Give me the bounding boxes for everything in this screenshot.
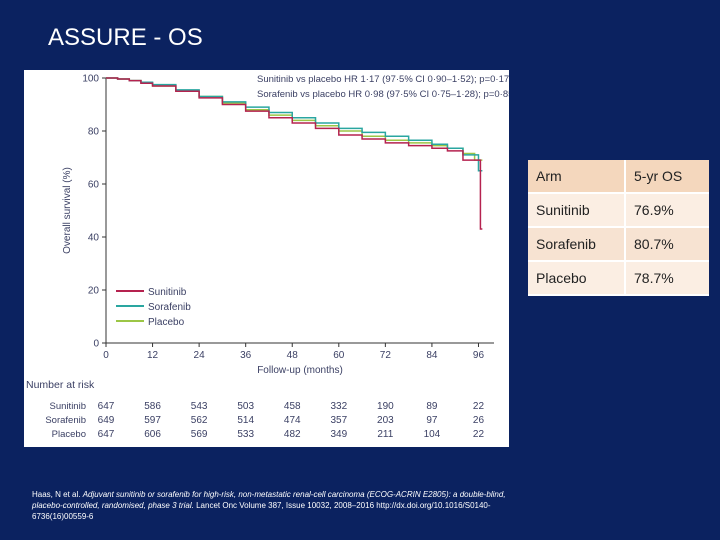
- km-figure-panel: 0 20 40 60 80 100 0 12 24 36 48 60 72 84 96 Overall sur…: [24, 70, 509, 447]
- risk-count: 474: [284, 415, 301, 426]
- y-axis-label: Overall survival (%): [62, 167, 73, 254]
- x-tick-label: 72: [380, 350, 392, 361]
- y-tick-label: 20: [88, 286, 100, 297]
- citation-rest: Lancet Onc Volume 387, Issue 10032, 2008…: [32, 501, 491, 521]
- risk-count: 22: [473, 429, 485, 440]
- risk-count: 332: [330, 401, 347, 412]
- hr-annotation: Sunitinib vs placebo HR 1·17 (97·5% CI 0…: [257, 74, 509, 85]
- risk-count: 597: [144, 415, 161, 426]
- risk-count: 89: [426, 401, 438, 412]
- risk-count: 22: [473, 401, 485, 412]
- table-row: Sunitinib 76.9%: [528, 193, 709, 227]
- risk-count: 533: [237, 429, 254, 440]
- survival-line-sorafenib: [106, 77, 483, 172]
- risk-count: 562: [191, 415, 208, 426]
- x-tick-label: 48: [287, 350, 299, 361]
- legend-label-sunitinib: Sunitinib: [148, 287, 187, 298]
- arm-cell: Sorafenib: [528, 227, 626, 261]
- risk-count: 514: [237, 415, 254, 426]
- citation-lead: Haas, N et al.: [32, 490, 83, 499]
- x-tick-label: 24: [194, 350, 206, 361]
- os-cell: 80.7%: [625, 227, 709, 261]
- os-summary-table: Arm 5-yr OS Sunitinib 76.9% Sorafenib 80…: [528, 160, 709, 296]
- y-tick-label: 0: [93, 339, 99, 350]
- x-axis-label: Follow-up (months): [257, 365, 343, 376]
- risk-row-label: Sorafenib: [45, 415, 86, 426]
- os-cell: 78.7%: [625, 261, 709, 295]
- risk-count: 211: [377, 429, 393, 440]
- risk-count: 97: [426, 415, 438, 426]
- number-at-risk-title: Number at risk: [26, 379, 95, 391]
- y-tick-label: 80: [88, 127, 100, 138]
- citation-title: Adjuvant sunitinib or sorafenib for high…: [32, 490, 506, 510]
- risk-count: 569: [191, 429, 208, 440]
- x-tick-label: 60: [333, 350, 345, 361]
- risk-count: 586: [144, 401, 161, 412]
- legend-label-sorafenib: Sorafenib: [148, 302, 191, 313]
- risk-count: 357: [330, 415, 347, 426]
- risk-count: 543: [191, 401, 208, 412]
- risk-count: 104: [424, 429, 441, 440]
- x-tick-label: 12: [147, 350, 159, 361]
- risk-count: 647: [98, 429, 115, 440]
- x-tick-label: 96: [473, 350, 485, 361]
- citation: Haas, N et al. Adjuvant sunitinib or sor…: [32, 489, 522, 522]
- y-tick-label: 40: [88, 233, 100, 244]
- table-header-row: Arm 5-yr OS: [528, 160, 709, 193]
- legend-label-placebo: Placebo: [148, 317, 185, 328]
- arm-cell: Placebo: [528, 261, 626, 295]
- risk-count: 349: [330, 429, 347, 440]
- risk-count: 26: [473, 415, 485, 426]
- risk-count: 482: [284, 429, 301, 440]
- x-tick-label: 84: [426, 350, 438, 361]
- header-arm: Arm: [528, 160, 626, 193]
- hr-annotation: Sorafenib vs placebo HR 0·98 (97·5% CI 0…: [257, 89, 509, 100]
- risk-count: 649: [98, 415, 115, 426]
- y-tick-label: 100: [82, 74, 99, 85]
- slide-title: ASSURE - OS: [48, 24, 203, 51]
- risk-count: 647: [98, 401, 115, 412]
- risk-count: 503: [237, 401, 254, 412]
- survival-line-sunitinib: [106, 77, 483, 230]
- risk-count: 190: [377, 401, 394, 412]
- y-tick-label: 60: [88, 180, 100, 191]
- km-chart: 0 20 40 60 80 100 0 12 24 36 48 60 72 84 96 Overall sur…: [26, 74, 509, 441]
- risk-row-label: Placebo: [52, 429, 86, 440]
- table-row: Placebo 78.7%: [528, 261, 709, 295]
- x-tick-label: 36: [240, 350, 252, 361]
- x-tick-label: 0: [103, 350, 109, 361]
- table-row: Sorafenib 80.7%: [528, 227, 709, 261]
- risk-count: 203: [377, 415, 394, 426]
- os-cell: 76.9%: [625, 193, 709, 227]
- risk-row-label: Sunitinib: [50, 401, 86, 412]
- risk-count: 458: [284, 401, 301, 412]
- arm-cell: Sunitinib: [528, 193, 626, 227]
- risk-count: 606: [144, 429, 161, 440]
- header-5yr-os: 5-yr OS: [625, 160, 709, 193]
